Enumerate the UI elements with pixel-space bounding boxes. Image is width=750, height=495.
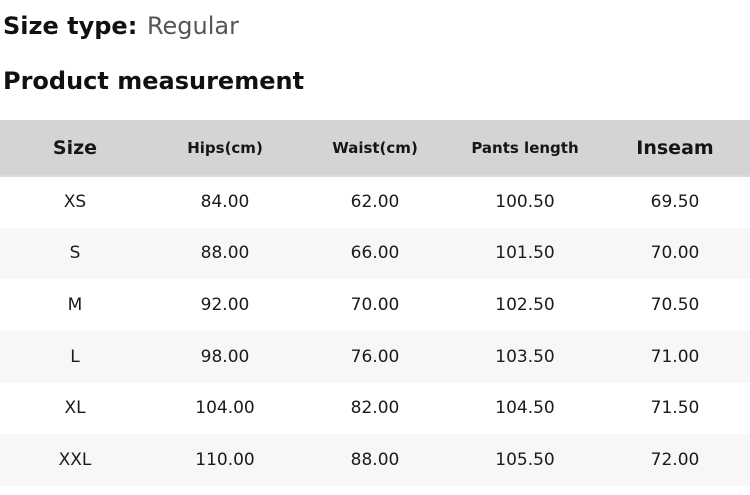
cell-hips: 98.00: [200, 346, 250, 367]
cell-hips: 92.00: [200, 295, 250, 316]
cell-waist: 76.00: [350, 346, 400, 367]
cell-waist: 88.00: [350, 450, 400, 471]
cell-pants_length: 100.50: [495, 192, 555, 213]
table-head: Size Hips(cm) Waist(cm) Pants length Inseam: [0, 120, 750, 177]
cell-pants_length: 102.50: [495, 295, 555, 316]
cell-pants_length: 103.50: [495, 346, 555, 367]
table-header-row: Size Hips(cm) Waist(cm) Pants length Inseam: [0, 120, 750, 177]
cell-inseam: 70.00: [650, 243, 700, 264]
cell-pants_length: 105.50: [495, 450, 555, 471]
cell-hips: 110.00: [195, 450, 255, 471]
section-title: Product measurement: [3, 67, 305, 95]
cell-hips: 104.00: [195, 398, 255, 419]
cell-pants_length: 104.50: [495, 398, 555, 419]
table-row-xxl: XXL 110.00 88.00 105.50 72.00: [0, 434, 750, 486]
size-type-label: Size type:: [3, 12, 138, 40]
column-header-inseam: Inseam: [600, 120, 750, 177]
cell-hips: 84.00: [200, 192, 250, 213]
cell-waist: 66.00: [350, 243, 400, 264]
cell-size: M: [67, 295, 83, 316]
cell-inseam: 71.00: [650, 346, 700, 367]
cell-hips: 88.00: [200, 243, 250, 264]
column-header-pants_length: Pants length: [450, 120, 600, 177]
cell-inseam: 69.50: [650, 192, 700, 213]
cell-inseam: 71.50: [650, 398, 700, 419]
column-header-waist: Waist(cm): [300, 120, 450, 177]
column-header-size: Size: [0, 120, 150, 177]
cell-pants_length: 101.50: [495, 243, 555, 264]
cell-size: S: [69, 243, 81, 264]
cell-size: XXL: [58, 450, 92, 471]
size-type-line: Size type: Regular: [3, 9, 750, 43]
cell-size: XL: [64, 398, 86, 419]
table-row-xs: XS 84.00 62.00 100.50 69.50: [0, 176, 750, 228]
table-row-m: M 92.00 70.00 102.50 70.50: [0, 279, 750, 331]
cell-inseam: 70.50: [650, 295, 700, 316]
size-type-value: Regular: [146, 12, 239, 40]
cell-size: L: [70, 346, 80, 367]
cell-waist: 70.00: [350, 295, 400, 316]
table-row-s: S 88.00 66.00 101.50 70.00: [0, 227, 750, 280]
cell-inseam: 72.00: [650, 450, 700, 471]
table-body: XS 84.00 62.00 100.50 69.50 S 88.00 66.00 101.50…: [0, 176, 750, 486]
column-header-hips: Hips(cm): [150, 120, 300, 177]
table-row-xl: XL 104.00 82.00 104.50 71.50: [0, 383, 750, 435]
cell-size: XS: [63, 192, 87, 213]
cell-waist: 82.00: [350, 398, 400, 419]
cell-waist: 62.00: [350, 192, 400, 213]
measurement-table: Size Hips(cm) Waist(cm) Pants length Inseam …: [0, 120, 750, 486]
table-row-l: L 98.00 76.00 103.50 71.00: [0, 330, 750, 383]
